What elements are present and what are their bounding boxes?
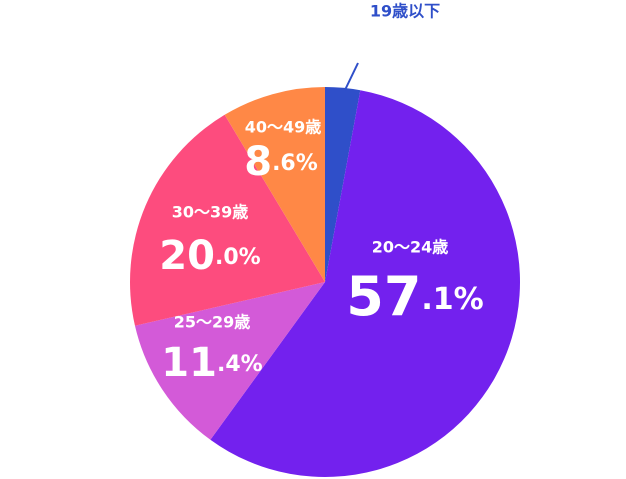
value-rest: .4% <box>217 352 263 377</box>
value-rest: .0% <box>215 245 261 270</box>
value-main: 11 <box>161 340 217 386</box>
value-label: 11.4% <box>161 340 262 386</box>
category-label: 19歳以下 <box>370 2 440 21</box>
value-main: 20 <box>159 233 215 279</box>
category-label: 40～49歳 <box>245 118 322 137</box>
leader-line <box>344 62 359 91</box>
pie-slice <box>224 87 325 282</box>
value-label: 20.0% <box>159 233 260 279</box>
category-label: 20～24歳 <box>372 238 449 257</box>
category-label: 25～29歳 <box>174 313 251 332</box>
value-rest: .1% <box>421 282 483 317</box>
value-label: 57.1% <box>346 265 484 328</box>
pie-slice <box>210 90 520 478</box>
value-label: 8.6% <box>244 139 318 185</box>
pie-slice <box>325 87 361 282</box>
pie-slice <box>134 282 325 440</box>
category-label: 30～39歳 <box>172 203 249 222</box>
value-main: 57 <box>346 265 421 328</box>
value-rest: .6% <box>272 151 318 176</box>
value-main: 8 <box>244 139 272 185</box>
pie-slice <box>130 114 325 326</box>
